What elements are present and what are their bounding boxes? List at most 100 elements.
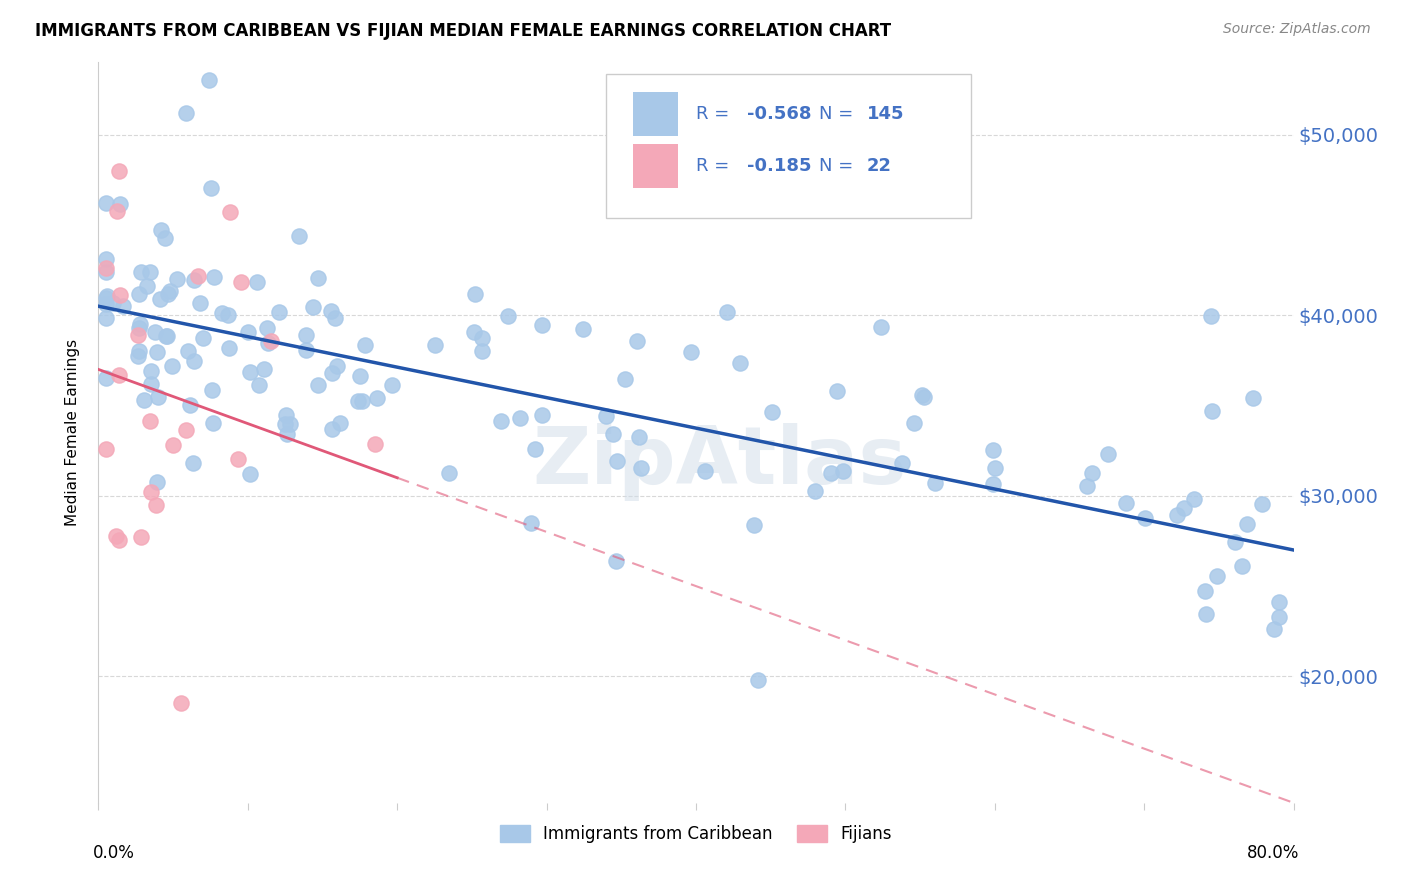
Point [924, 475, 946, 490]
Point [981, 443, 1004, 458]
Point [524, 442, 547, 457]
Point [606, 454, 628, 468]
Point [423, 338, 446, 352]
Point [191, 330, 214, 344]
Point [307, 271, 329, 285]
Point [253, 361, 276, 376]
Point [200, 180, 222, 194]
Text: -0.568: -0.568 [748, 105, 811, 123]
Point [174, 106, 197, 120]
Point [108, 288, 131, 302]
Point [891, 456, 914, 470]
Point [1201, 309, 1223, 323]
Point [605, 554, 627, 568]
Point [981, 477, 1004, 491]
Point [219, 204, 242, 219]
Point [1223, 535, 1246, 549]
Point [329, 416, 352, 430]
Point [1250, 497, 1272, 511]
Point [156, 329, 179, 343]
Point [218, 341, 240, 355]
Point [146, 475, 169, 489]
Point [301, 300, 323, 314]
Point [1241, 391, 1264, 405]
Point [127, 349, 149, 363]
Point [287, 228, 309, 243]
Point [238, 467, 260, 482]
Point [1267, 595, 1289, 609]
Point [321, 304, 343, 318]
Text: Source: ZipAtlas.com: Source: ZipAtlas.com [1223, 22, 1371, 37]
Text: -0.185: -0.185 [748, 157, 811, 175]
Point [744, 518, 766, 533]
Point [1230, 558, 1253, 573]
Point [274, 408, 297, 422]
Point [366, 391, 388, 405]
Point [464, 287, 486, 301]
Text: N =: N = [820, 157, 859, 175]
Point [107, 163, 129, 178]
Point [94, 261, 117, 276]
Point [257, 336, 280, 351]
Point [1236, 517, 1258, 532]
Point [984, 461, 1007, 475]
Point [326, 359, 349, 373]
Point [509, 410, 531, 425]
Point [101, 296, 124, 310]
Point [572, 321, 595, 335]
Point [246, 275, 269, 289]
Point [1166, 508, 1188, 523]
Point [197, 73, 219, 87]
Point [231, 275, 253, 289]
Point [157, 287, 180, 301]
Point [602, 427, 624, 442]
Point [127, 328, 149, 343]
Point [247, 378, 270, 392]
Point [595, 409, 617, 423]
Point [128, 343, 150, 358]
Point [149, 222, 172, 236]
Point [463, 325, 485, 339]
Point [1194, 584, 1216, 599]
Point [321, 366, 343, 380]
Point [260, 334, 283, 348]
Point [321, 422, 343, 436]
Point [139, 364, 162, 378]
Point [912, 390, 935, 404]
Point [94, 311, 117, 326]
Point [159, 284, 181, 298]
Point [108, 533, 131, 547]
Point [381, 378, 404, 392]
Point [162, 359, 184, 373]
Point [202, 270, 225, 285]
Point [129, 530, 152, 544]
Point [139, 264, 162, 278]
Point [112, 299, 135, 313]
Point [183, 273, 205, 287]
Point [238, 325, 260, 339]
Point [747, 673, 769, 688]
Point [105, 204, 128, 219]
Point [162, 437, 184, 451]
Point [489, 414, 512, 428]
Point [728, 356, 751, 370]
Point [96, 289, 118, 303]
Point [153, 231, 176, 245]
Point [138, 414, 160, 428]
Point [94, 291, 117, 305]
Point [803, 484, 825, 499]
Point [471, 331, 494, 345]
Text: 145: 145 [868, 105, 904, 123]
Point [187, 268, 209, 283]
Point [201, 416, 224, 430]
Point [869, 320, 891, 334]
Point [1097, 447, 1119, 461]
Text: ZipAtlas: ZipAtlas [533, 423, 907, 501]
Point [183, 456, 205, 470]
Point [139, 376, 162, 391]
Point [530, 409, 553, 423]
Point [307, 378, 329, 392]
Point [201, 384, 224, 398]
Point [1080, 466, 1102, 480]
Point [626, 334, 648, 348]
